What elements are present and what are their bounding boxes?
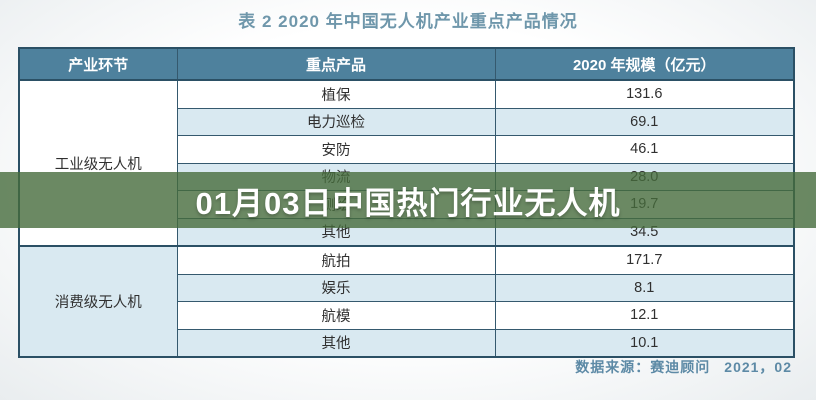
scale-cell: 171.7 bbox=[494, 245, 795, 275]
table-row: 电力巡检 69.1 bbox=[19, 107, 795, 136]
product-cell: 娱乐 bbox=[176, 273, 496, 302]
table-row: 工业级无人机 植保 131.6 bbox=[18, 79, 795, 247]
product-cell: 植保 bbox=[176, 79, 496, 109]
product-cell: 电力巡检 bbox=[176, 107, 496, 136]
scale-cell: 10.1 bbox=[494, 328, 795, 358]
scale-cell: 8.1 bbox=[494, 273, 795, 302]
watermark-title: 01月03日中国热门行业无人机 bbox=[195, 185, 621, 221]
scale-cell: 12.1 bbox=[494, 301, 795, 330]
product-cell: 安防 bbox=[176, 135, 496, 164]
scale-cell: 46.1 bbox=[494, 135, 795, 164]
watermark-banner: 01月03日中国热门行业无人机 bbox=[0, 172, 816, 228]
scale-cell: 69.1 bbox=[494, 107, 795, 136]
data-source-note: 数据来源：赛迪顾问 2021，02 bbox=[575, 357, 792, 377]
table-row: 娱乐 8.1 bbox=[19, 273, 795, 302]
col-header-industry-segment: 产业环节 bbox=[18, 47, 178, 81]
table-row: 其他 10.1 bbox=[19, 328, 795, 358]
product-cell: 航拍 bbox=[176, 245, 496, 275]
col-header-key-product: 重点产品 bbox=[176, 47, 496, 81]
category-consumer-drones: 消费级无人机 bbox=[18, 245, 178, 358]
data-source-date: 2021，02 bbox=[724, 359, 792, 375]
table-row: 安防 46.1 bbox=[19, 135, 795, 164]
product-cell: 航模 bbox=[176, 301, 496, 330]
table-caption: 表 2 2020 年中国无人机产业重点产品情况 bbox=[238, 12, 578, 31]
table-row: 航模 12.1 bbox=[19, 301, 795, 330]
col-header-2020-scale: 2020 年规模（亿元） bbox=[494, 47, 795, 81]
data-source-label: 数据来源：赛迪顾问 bbox=[575, 359, 711, 375]
product-cell: 其他 bbox=[176, 328, 496, 358]
scale-cell: 131.6 bbox=[494, 79, 795, 109]
header-row: 产业环节 重点产品 2020 年规模（亿元） bbox=[18, 47, 795, 81]
table-row: 消费级无人机 航拍 171.7 bbox=[18, 245, 795, 358]
